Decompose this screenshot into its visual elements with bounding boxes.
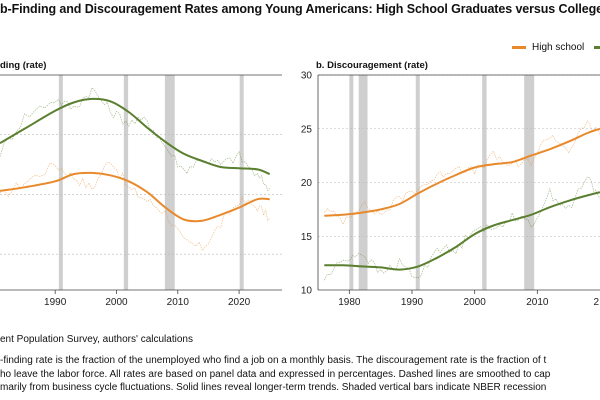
panel-a-title: ding (rate) <box>0 60 47 71</box>
panel-a-x-tick-label: 2010 <box>167 297 190 308</box>
panel-b-y-tick-label: 10 <box>301 286 313 297</box>
panel-b-recession-bar <box>524 75 535 290</box>
panel-a-series-1-trend-line <box>0 97 271 176</box>
figure-title: b-Finding and Discouragement Rates among… <box>0 2 600 16</box>
panel-a-recession-bar <box>123 75 129 290</box>
panel-a-recession-bar <box>58 75 63 290</box>
legend: High school <box>512 42 600 53</box>
note-line-2: ho leave the labor force. All rates are … <box>0 368 551 380</box>
panel-a-series-0-noisy-line <box>0 162 270 252</box>
legend-swatch-college <box>594 46 600 49</box>
panel-b-recession-bar <box>482 75 487 290</box>
panel-b-x-tick-label: 2010 <box>526 297 549 308</box>
panel-a-series-0-trend-line <box>0 171 270 223</box>
panel-b-y-tick-label: 15 <box>301 232 313 243</box>
note-line-1: -finding rate is the fraction of the une… <box>0 355 547 366</box>
panel-b-x-tick-label: 1990 <box>401 297 424 308</box>
panel-b-series-1-trend-line <box>324 191 600 271</box>
panel-b-y-tick-label: 25 <box>301 124 313 135</box>
panel-b-title: b. Discouragement (rate) <box>316 60 428 71</box>
panel-b-x-tick-label: 2 <box>593 297 599 308</box>
panel-a-recession-bar <box>164 75 175 290</box>
legend-label-high-school: High school <box>532 42 585 53</box>
panel-a-x-tick-label: 2000 <box>105 297 128 308</box>
panel-a-x-tick-label: 2020 <box>228 297 251 308</box>
panel-b-x-tick-label: 1980 <box>338 297 361 308</box>
panel-a-x-tick-label: 1990 <box>44 297 67 308</box>
panel-b-x-tick-label: 2000 <box>464 297 487 308</box>
panel-b-recession-bar <box>415 75 420 290</box>
panel-b-series-1-noisy-line <box>323 176 600 281</box>
panel-b-series-0-trend-line <box>324 127 600 217</box>
panel-a-series-1-noisy-line <box>0 87 270 192</box>
note-line-3: marily from business cycle fluctuations.… <box>0 382 547 393</box>
panel-b-y-tick-label: 20 <box>301 178 313 189</box>
panel-a-recession-bar <box>239 75 244 290</box>
panel-b-y-tick-label: 30 <box>301 71 313 82</box>
legend-swatch-high-school <box>512 46 526 49</box>
source-note: ent Population Survey, authors' calculat… <box>0 334 193 345</box>
notes: -finding rate is the fraction of the une… <box>0 354 550 395</box>
